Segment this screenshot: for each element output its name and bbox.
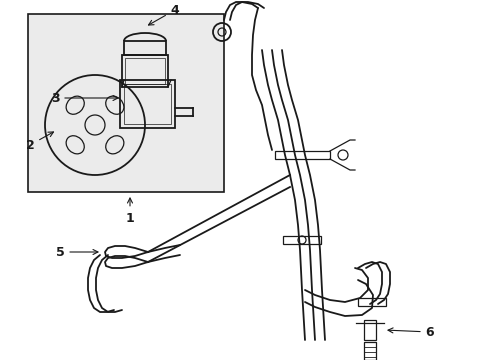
Text: 3: 3 xyxy=(51,91,118,104)
Text: 1: 1 xyxy=(125,198,134,225)
Bar xyxy=(357,298,385,306)
Bar xyxy=(124,84,171,124)
Bar xyxy=(363,320,375,340)
Bar xyxy=(274,151,329,159)
Text: 5: 5 xyxy=(56,246,98,258)
Bar xyxy=(120,80,175,128)
Bar xyxy=(124,41,165,55)
Bar xyxy=(125,58,164,84)
Text: 4: 4 xyxy=(148,4,179,25)
Bar xyxy=(363,342,375,360)
Bar xyxy=(283,236,320,244)
Bar xyxy=(122,55,168,87)
Text: 6: 6 xyxy=(387,325,433,338)
Bar xyxy=(28,14,224,192)
Text: 2: 2 xyxy=(25,132,53,152)
